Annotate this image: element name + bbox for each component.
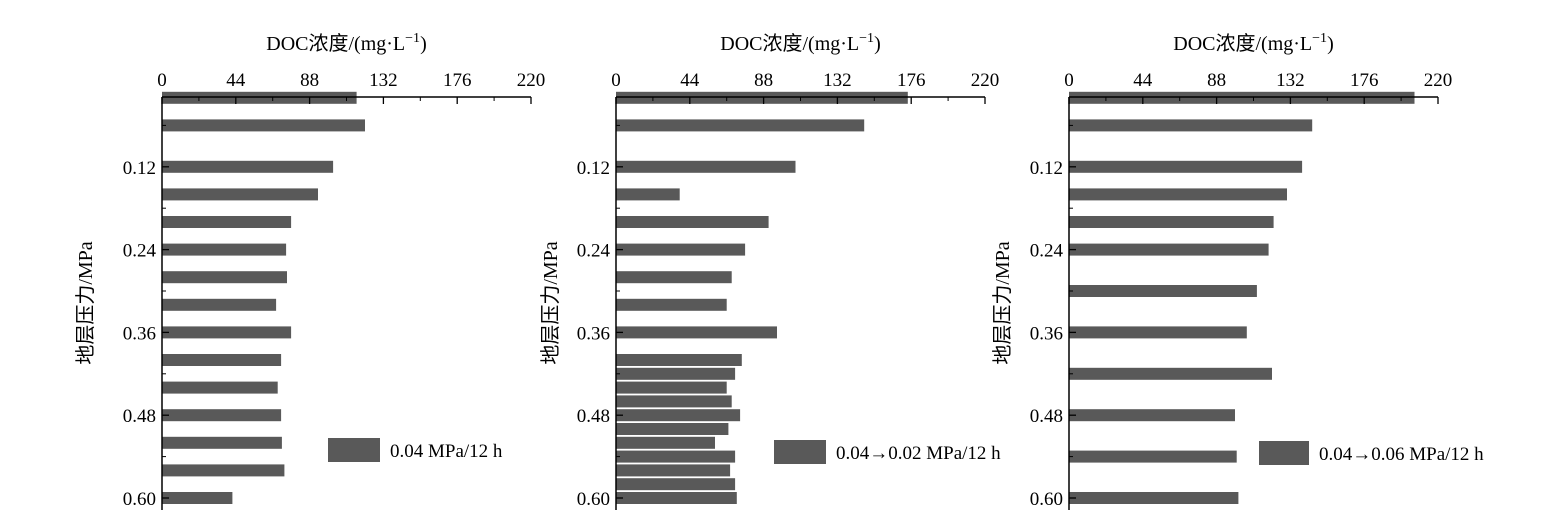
y-tick-label: 0.48 (123, 406, 156, 427)
y-tick-label: 0.60 (577, 489, 610, 510)
x-tick-label: 88 (1207, 70, 1226, 91)
bar (1069, 188, 1287, 201)
bar (616, 409, 741, 422)
y-tick-label: 0.12 (577, 158, 610, 179)
bar (1069, 160, 1303, 173)
legend: 0.04→0.06 MPa/12 h (1259, 441, 1484, 465)
bar (162, 409, 282, 422)
bar (616, 436, 715, 449)
legend-swatch (328, 438, 380, 462)
legend: 0.04 MPa/12 h (328, 438, 503, 462)
y-tick-label: 0.36 (577, 323, 610, 344)
bar (162, 298, 277, 311)
bar (616, 188, 680, 201)
x-tick-label: 0 (611, 70, 621, 91)
x-tick-label: 44 (680, 70, 700, 91)
x-tick-label: 44 (226, 70, 246, 91)
bar (616, 119, 865, 132)
bar (162, 464, 285, 477)
bar (616, 271, 732, 284)
bar (616, 91, 908, 104)
x-tick-label: 88 (754, 70, 773, 91)
bar (616, 367, 736, 380)
y-tick-label: 0.24 (1030, 241, 1064, 262)
bar (1069, 492, 1239, 504)
bar (162, 216, 292, 228)
bar (1069, 326, 1247, 339)
bar (162, 381, 278, 394)
bar (162, 243, 287, 256)
x-tick-label: 176 (443, 70, 472, 91)
y-tick-label: 0.48 (1030, 406, 1063, 427)
bar (616, 381, 727, 394)
bar (616, 492, 737, 504)
y-tick-label: 0.60 (1030, 489, 1063, 510)
bar (162, 492, 233, 504)
bar (616, 478, 736, 491)
x-tick-label: 0 (1064, 70, 1074, 91)
y-axis-title: 地层压力/MPa (539, 241, 562, 364)
y-tick-label: 0.24 (123, 241, 157, 262)
y-tick-label: 0.60 (123, 489, 156, 510)
bar (162, 436, 282, 449)
bar (162, 326, 292, 339)
x-tick-label: 176 (897, 70, 926, 91)
bar (162, 271, 287, 284)
x-axis-title: DOC浓度/(mg·L−1) (720, 31, 880, 55)
x-tick-label: 44 (1133, 70, 1153, 91)
bar (616, 298, 727, 311)
chart-panel-2: 0 44 88 132 176 220 0.12 0.24 0.36 0.48 0.60 DOC浓度/… (539, 31, 1001, 510)
bar (616, 395, 732, 408)
bar (616, 464, 731, 477)
x-tick-label: 0 (157, 70, 167, 91)
y-tick-label: 0.48 (577, 406, 610, 427)
bar (162, 91, 357, 104)
y-tick-label: 0.24 (577, 241, 611, 262)
bar (162, 119, 365, 132)
x-tick-label: 132 (823, 70, 852, 91)
bar (616, 160, 796, 173)
y-tick-label: 0.36 (123, 323, 156, 344)
x-tick-label: 220 (517, 70, 546, 91)
legend-label: 0.04 MPa/12 h (390, 441, 503, 462)
legend-label: 0.04→0.02 MPa/12 h (836, 443, 1001, 464)
bar (616, 326, 777, 339)
bar (162, 354, 282, 366)
x-axis-title: DOC浓度/(mg·L−1) (266, 31, 426, 55)
x-tick-label: 88 (300, 70, 319, 91)
bar (162, 160, 334, 173)
bar (1069, 285, 1257, 297)
bar (1069, 91, 1415, 104)
legend-swatch (774, 440, 826, 464)
legend-swatch (1259, 441, 1309, 465)
chart-panel-3: 0 44 88 132 176 220 0.12 0.24 0.36 0.48 0.60 DOC浓度/… (991, 31, 1484, 510)
y-axis-title: 地层压力/MPa (74, 241, 97, 364)
bar (616, 216, 769, 228)
y-tick-label: 0.12 (1030, 158, 1063, 179)
legend-label: 0.04→0.06 MPa/12 h (1319, 444, 1484, 465)
x-axis-title: DOC浓度/(mg·L−1) (1173, 31, 1333, 55)
bar (1069, 367, 1272, 380)
chart-panel-1: 0 44 88 132 176 220 0.12 0.24 0.36 0.48 0.60 DOC浓度/… (74, 31, 545, 510)
y-tick-label: 0.12 (123, 158, 156, 179)
x-tick-label: 176 (1350, 70, 1379, 91)
bar (1069, 409, 1235, 422)
bar (616, 354, 742, 366)
bar (1069, 450, 1237, 463)
y-axis-title: 地层压力/MPa (991, 241, 1014, 364)
bar (162, 188, 318, 201)
x-tick-label: 132 (1276, 70, 1305, 91)
x-tick-label: 220 (1424, 70, 1453, 91)
y-tick-label: 0.36 (1030, 323, 1063, 344)
legend: 0.04→0.02 MPa/12 h (774, 440, 1001, 464)
bar (616, 450, 736, 463)
bar (1069, 119, 1313, 132)
x-tick-label: 220 (971, 70, 1000, 91)
bar (616, 243, 746, 256)
bar (1069, 216, 1274, 228)
x-tick-label: 132 (369, 70, 398, 91)
bar (1069, 243, 1269, 256)
bar (616, 423, 729, 435)
